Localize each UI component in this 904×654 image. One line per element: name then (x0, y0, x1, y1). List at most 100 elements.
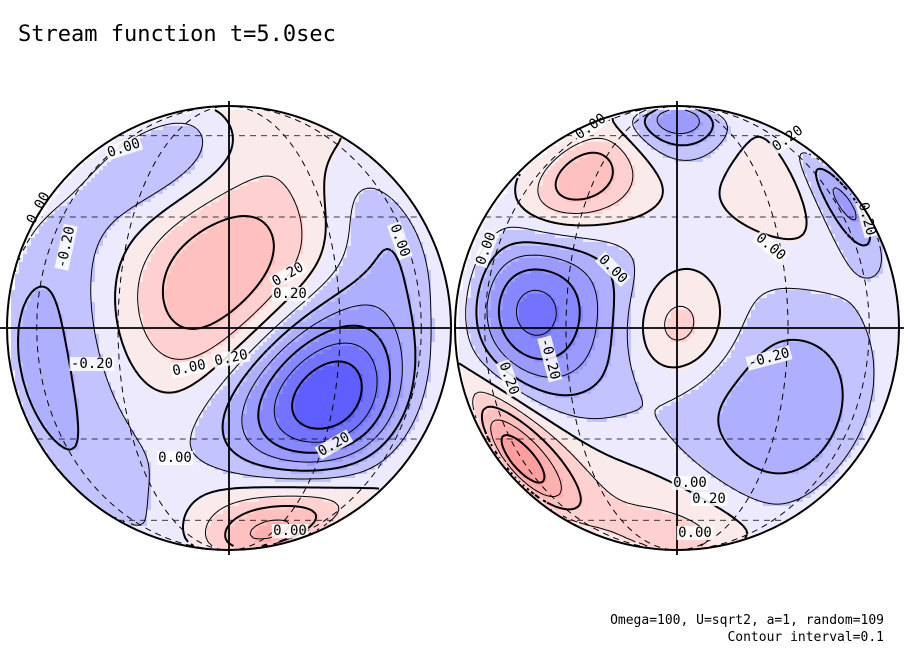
contour-fill-cell (175, 226, 180, 231)
contour-fill-cell (23, 250, 28, 255)
contour-fill-cell (75, 182, 80, 187)
contour-fill-cell (415, 270, 420, 275)
contour-fill-cell (155, 302, 160, 307)
contour-fill-cell (87, 278, 92, 283)
contour-fill-cell (319, 314, 324, 319)
contour-fill-cell (291, 234, 296, 239)
contour-fill-cell (87, 238, 92, 243)
contour-fill-cell (231, 258, 236, 263)
contour-fill-cell (159, 126, 164, 131)
contour-fill-cell (43, 318, 48, 323)
contour-fill-cell (327, 290, 332, 295)
contour-fill-cell (427, 286, 432, 291)
contour-fill-cell (179, 114, 184, 119)
contour-fill-cell (103, 238, 108, 243)
contour-fill-cell (239, 146, 244, 151)
contour-fill-cell (387, 322, 392, 327)
contour-fill-cell (119, 306, 124, 311)
contour-fill-cell (339, 302, 344, 307)
contour-fill-cell (287, 226, 292, 231)
contour-fill-cell (255, 210, 260, 215)
contour-fill-cell (247, 174, 252, 179)
contour-fill-cell (415, 310, 420, 315)
contour-fill-cell (311, 330, 316, 335)
contour-fill-cell (187, 214, 192, 219)
contour-fill-cell (411, 226, 416, 231)
contour-fill-cell (307, 178, 312, 183)
contour-fill-cell (307, 314, 312, 319)
contour-fill-cell (71, 206, 76, 211)
contour-fill-cell (39, 334, 44, 339)
contour-fill-cell (435, 274, 440, 279)
contour-fill-cell (371, 322, 376, 327)
contour-fill-cell (259, 226, 264, 231)
contour-fill-cell (131, 270, 136, 275)
contour-fill-cell (211, 242, 216, 247)
contour-fill-cell (151, 198, 156, 203)
contour-fill-cell (99, 202, 104, 207)
contour-fill-cell (199, 202, 204, 207)
contour-fill-cell (267, 290, 272, 295)
contour-fill-cell (107, 250, 112, 255)
contour-fill-cell (259, 318, 264, 323)
contour-fill-cell (183, 226, 188, 231)
contour-fill-cell (415, 254, 420, 259)
contour-fill-cell (155, 262, 160, 267)
contour-fill-cell (423, 306, 428, 311)
contour-fill-cell (79, 166, 84, 171)
contour-fill-cell (163, 166, 168, 171)
contour-fill-cell (415, 238, 420, 243)
contour-fill-cell (247, 158, 252, 163)
contour-fill-cell (55, 206, 60, 211)
contour-fill-cell (83, 286, 88, 291)
contour-fill-cell (155, 150, 160, 155)
contour-fill-cell (191, 286, 196, 291)
contour-fill-cell (391, 314, 396, 319)
contour-fill-cell (179, 226, 184, 231)
contour-fill-cell (295, 138, 300, 143)
contour-fill-cell (163, 290, 168, 295)
contour-fill-cell (299, 278, 304, 283)
contour-fill-cell (59, 298, 64, 303)
contour-fill-cell (219, 278, 224, 283)
contour-fill-cell (123, 290, 128, 295)
contour-fill-cell (139, 258, 144, 263)
contour-fill-cell (271, 190, 276, 195)
contour-fill-cell (359, 182, 364, 187)
contour-fill-cell (387, 202, 392, 207)
contour-fill-cell (131, 198, 136, 203)
contour-fill-cell (59, 194, 64, 199)
contour-fill-cell (331, 226, 336, 231)
contour-fill-cell (435, 314, 440, 319)
contour-fill-cell (135, 286, 140, 291)
contour-fill-cell (87, 274, 92, 279)
contour-fill-cell (379, 266, 384, 271)
contour-fill-cell (95, 206, 100, 211)
contour-fill-cell (159, 310, 164, 315)
contour-fill-cell (19, 270, 24, 275)
contour-fill-cell (395, 186, 400, 191)
contour-fill-cell (283, 182, 288, 187)
contour-fill-cell (187, 310, 192, 315)
contour-fill-cell (211, 314, 216, 319)
contour-fill-cell (115, 214, 120, 219)
contour-fill-cell (315, 210, 320, 215)
contour-fill-cell (267, 170, 272, 175)
contour-fill-cell (11, 322, 16, 327)
contour-fill-cell (279, 310, 284, 315)
contour-fill-cell (335, 146, 340, 151)
contour-fill-cell (195, 174, 200, 179)
contour-fill-cell (139, 162, 144, 167)
contour-fill-cell (203, 182, 208, 187)
contour-fill-cell (195, 142, 200, 147)
contour-fill-cell (87, 302, 92, 307)
contour-fill-cell (43, 294, 48, 299)
contour-fill-cell (199, 190, 204, 195)
contour-fill-cell (219, 206, 224, 211)
contour-fill-cell (391, 206, 396, 211)
contour-fill-cell (251, 142, 256, 147)
contour-fill-cell (35, 274, 40, 279)
contour-fill-cell (175, 202, 180, 207)
contour-fill-cell (311, 234, 316, 239)
contour-fill-cell (239, 322, 244, 327)
